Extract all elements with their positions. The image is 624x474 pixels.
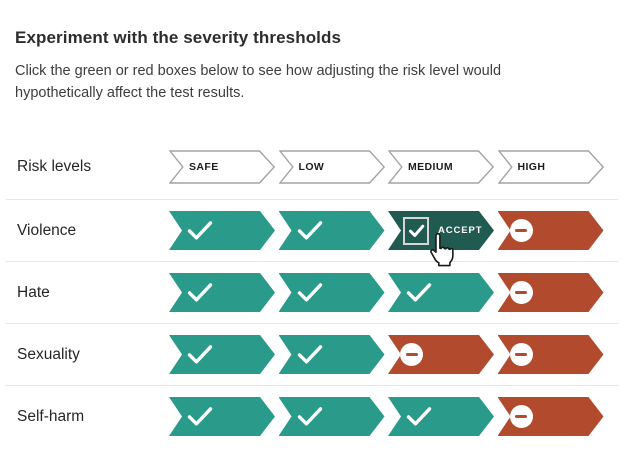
risk-level-label: HIGH — [517, 161, 546, 173]
chevron-reject — [497, 335, 604, 374]
hate-low-cell[interactable] — [278, 273, 385, 312]
check-icon — [187, 345, 213, 364]
chevron-reject — [497, 397, 604, 436]
self-harm-safe-cell[interactable] — [169, 397, 275, 436]
self-harm-low-cell[interactable] — [278, 397, 385, 436]
accept-label: ACCEPT — [438, 225, 483, 236]
row-divider — [6, 261, 618, 262]
check-icon — [408, 224, 424, 237]
severity-table: Risk levels SAFE LOW MEDIUM HIGH Violenc… — [0, 150, 624, 447]
risk-level-chevron-high: HIGH — [497, 150, 604, 184]
category-row-hate: Hate — [0, 262, 624, 323]
check-icon — [297, 345, 322, 364]
chevron-accept — [169, 273, 275, 312]
chevron-reject — [388, 335, 494, 374]
chevron-reject — [497, 273, 604, 312]
check-icon — [406, 407, 432, 426]
check-icon — [187, 221, 213, 240]
check-icon — [297, 407, 322, 426]
hate-safe-cell[interactable] — [169, 273, 275, 312]
risk-levels-label: Risk levels — [17, 158, 92, 175]
category-rows: Violence ACCEPT Hate Sexuality — [0, 200, 624, 447]
category-row-violence: Violence ACCEPT — [0, 200, 624, 267]
checkbox-icon — [403, 216, 429, 245]
minus-icon — [509, 343, 533, 366]
minus-bar — [515, 228, 527, 233]
page-description: Click the green or red boxes below to se… — [15, 61, 615, 104]
page-title: Experiment with the severity thresholds — [15, 28, 342, 47]
check-icon — [187, 407, 213, 426]
risk-level-chevron-medium: MEDIUM — [388, 150, 494, 184]
chevron-outline — [169, 150, 275, 184]
self-harm-high-cell[interactable] — [497, 397, 604, 436]
violence-high-cell[interactable] — [497, 211, 604, 250]
risk-level-label: MEDIUM — [408, 161, 453, 173]
chevron-accept — [278, 335, 385, 374]
chevron-accept-active: ACCEPT — [388, 211, 494, 250]
chevron-outline — [497, 150, 604, 184]
violence-low-cell[interactable] — [278, 211, 385, 250]
chevron-outline — [388, 150, 494, 184]
chevron-accept — [278, 397, 385, 436]
category-label-self-harm: Self-harm — [17, 407, 85, 425]
header-divider — [6, 199, 618, 200]
violence-safe-cell[interactable] — [169, 211, 275, 250]
category-label-sexuality: Sexuality — [17, 345, 80, 363]
hate-high-cell[interactable] — [497, 273, 604, 312]
minus-icon — [509, 219, 533, 242]
hate-medium-cell[interactable] — [388, 273, 494, 312]
risk-level-chevron-safe: SAFE — [169, 150, 275, 184]
page-description-line-2: hypothetically affect the test results. — [15, 84, 245, 101]
minus-bar — [405, 352, 418, 357]
category-row-self-harm: Self-harm — [0, 386, 624, 447]
page-description-line-1: Click the green or red boxes below to se… — [15, 63, 502, 79]
minus-icon — [509, 405, 533, 428]
row-divider — [6, 323, 618, 324]
chevron-accept — [278, 211, 385, 250]
hand-cursor-icon — [430, 232, 454, 267]
row-divider — [6, 385, 618, 386]
risk-levels-row: Risk levels SAFE LOW MEDIUM HIGH — [0, 150, 624, 184]
minus-bar — [515, 352, 527, 357]
chevron-outline — [278, 150, 385, 184]
sexuality-medium-cell[interactable] — [388, 335, 494, 374]
risk-level-chevrons: SAFE LOW MEDIUM HIGH — [169, 150, 607, 184]
minus-icon — [509, 281, 533, 304]
violence-medium-cell[interactable]: ACCEPT — [388, 211, 494, 267]
category-row-sexuality: Sexuality — [0, 324, 624, 385]
minus-bar — [515, 290, 527, 295]
chevron-accept — [388, 273, 494, 312]
risk-level-label: LOW — [298, 161, 325, 173]
chevron-reject — [497, 211, 604, 250]
risk-level-chevron-low: LOW — [278, 150, 385, 184]
page: { "header": { "title": "Experiment with … — [0, 28, 624, 474]
minus-icon — [400, 343, 423, 366]
chevron-accept — [169, 211, 275, 250]
check-icon — [187, 283, 213, 302]
sexuality-high-cell[interactable] — [497, 335, 604, 374]
chevron-accept — [169, 335, 275, 374]
chevron-accept — [278, 273, 385, 312]
check-icon — [297, 221, 322, 240]
self-harm-medium-cell[interactable] — [388, 397, 494, 436]
minus-bar — [515, 414, 527, 419]
sexuality-safe-cell[interactable] — [169, 335, 275, 374]
category-label-violence: Violence — [17, 221, 77, 239]
chevron-accept — [169, 397, 275, 436]
risk-level-label: SAFE — [189, 161, 219, 173]
category-label-hate: Hate — [17, 283, 50, 301]
chevron-accept — [388, 397, 494, 436]
check-icon — [406, 283, 432, 302]
sexuality-low-cell[interactable] — [278, 335, 385, 374]
check-icon — [297, 283, 322, 302]
